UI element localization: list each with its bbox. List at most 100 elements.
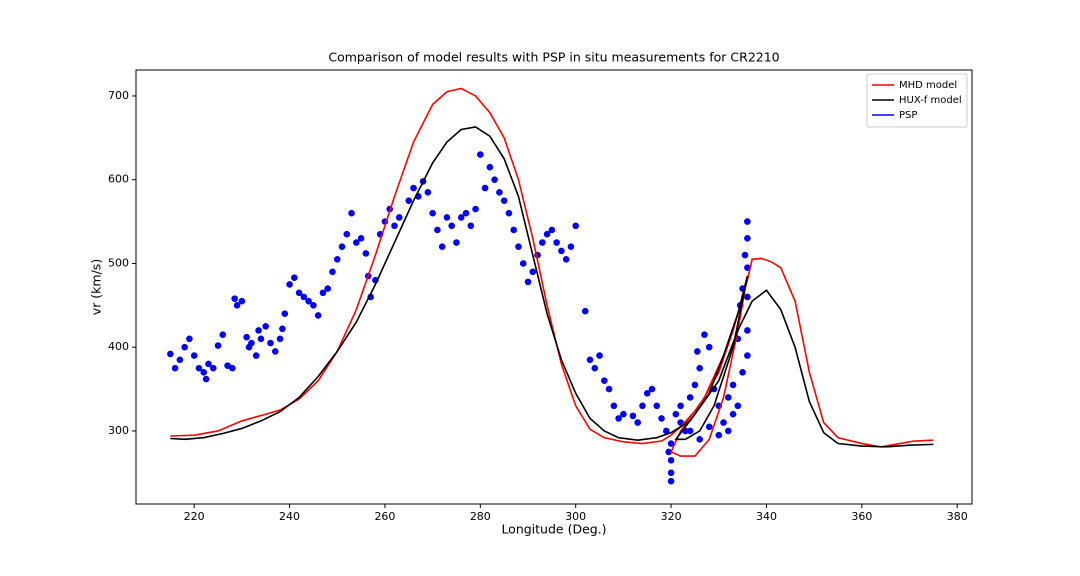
psp-point	[233, 302, 241, 309]
psp-point	[319, 289, 327, 297]
psp-point	[667, 456, 675, 464]
psp-point	[391, 222, 398, 230]
psp-point	[453, 239, 460, 246]
x-axis-label: Longitude (Deg.)	[501, 522, 606, 537]
psp-point	[686, 427, 694, 435]
psp-point	[181, 343, 188, 351]
psp-point	[500, 197, 508, 204]
psp-point	[324, 285, 332, 292]
psp-point	[171, 364, 179, 372]
psp-point	[725, 394, 732, 401]
psp-point	[343, 230, 351, 238]
psp-point	[581, 307, 589, 315]
psp-point	[615, 415, 622, 422]
psp-point	[572, 222, 579, 230]
psp-point	[262, 322, 270, 330]
psp-point	[229, 364, 236, 372]
psp-point	[744, 293, 751, 301]
psp-point	[639, 402, 646, 410]
psp-point	[643, 389, 651, 397]
psp-point	[548, 226, 556, 234]
legend-label: MHD model	[899, 80, 957, 91]
y-tick-label: 600	[108, 173, 129, 186]
psp-point	[491, 176, 498, 184]
psp-point	[295, 289, 303, 297]
psp-point	[694, 348, 701, 355]
psp-point	[219, 331, 227, 338]
psp-point	[338, 243, 346, 251]
psp-point	[739, 369, 746, 376]
psp-point	[591, 364, 599, 372]
psp-point	[539, 239, 546, 246]
psp-point	[629, 412, 637, 420]
y-tick-label: 300	[108, 424, 129, 437]
psp-point	[665, 448, 672, 456]
psp-point	[744, 264, 751, 271]
psp-point	[202, 375, 210, 383]
psp-point	[686, 394, 694, 401]
psp-point	[176, 356, 184, 364]
model-line	[170, 87, 934, 457]
x-tick-label: 260	[374, 510, 395, 523]
psp-point	[705, 343, 713, 351]
psp-point	[543, 230, 551, 238]
psp-point	[725, 427, 732, 435]
psp-point	[691, 381, 699, 389]
psp-point	[729, 410, 737, 418]
psp-point	[271, 348, 279, 355]
psp-point	[696, 364, 703, 372]
psp-point	[291, 274, 298, 282]
psp-point	[705, 423, 713, 431]
psp-point	[200, 369, 208, 376]
psp-point	[286, 281, 293, 288]
psp-point	[443, 214, 451, 221]
psp-point	[448, 222, 456, 230]
psp-point	[248, 339, 255, 347]
psp-point	[744, 327, 751, 334]
psp-point	[558, 247, 565, 255]
psp-point	[281, 310, 289, 318]
psp-point	[744, 352, 751, 359]
psp-point	[329, 268, 336, 276]
x-tick-label: 240	[279, 510, 300, 523]
psp-point	[205, 360, 212, 368]
psp-point	[353, 239, 360, 246]
psp-point	[653, 402, 661, 410]
psp-point	[729, 381, 737, 389]
psp-point	[505, 209, 513, 217]
psp-point	[515, 243, 522, 251]
x-tick-label: 340	[756, 510, 777, 523]
psp-point	[300, 293, 308, 301]
psp-point	[610, 402, 618, 410]
psp-point	[438, 243, 446, 251]
psp-point	[601, 377, 608, 385]
psp-point	[467, 222, 475, 230]
psp-point	[553, 239, 560, 246]
psp-point	[429, 209, 436, 217]
legend-box	[866, 73, 968, 128]
psp-point	[348, 209, 355, 217]
psp-point	[190, 352, 198, 359]
psp-point	[524, 278, 532, 286]
y-tick-label: 400	[108, 340, 129, 353]
psp-point	[672, 410, 680, 418]
psp-point	[257, 335, 265, 343]
chart-title: Comparison of model results with PSP in …	[328, 50, 779, 65]
x-tick-label: 220	[184, 510, 205, 523]
psp-point	[648, 385, 656, 393]
psp-point	[472, 205, 479, 213]
psp-point	[314, 312, 322, 319]
psp-point	[667, 477, 675, 485]
psp-point	[395, 214, 403, 221]
psp-point	[658, 415, 665, 422]
psp-point	[167, 350, 174, 358]
psp-point	[462, 209, 470, 217]
x-tick-label: 320	[661, 510, 682, 523]
psp-point	[333, 255, 341, 263]
model-line	[170, 126, 934, 448]
psp-point	[567, 243, 575, 251]
y-tick-label: 700	[108, 89, 129, 102]
psp-point	[486, 163, 494, 171]
